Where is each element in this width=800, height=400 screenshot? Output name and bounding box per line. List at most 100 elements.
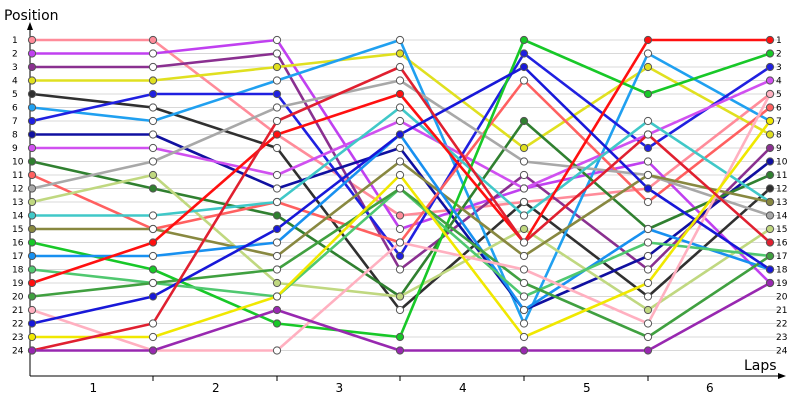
data-point[interactable]	[519, 292, 529, 301]
data-point[interactable]	[643, 89, 653, 99]
data-point[interactable]	[765, 197, 775, 207]
data-point[interactable]	[272, 184, 282, 193]
data-point[interactable]	[272, 76, 282, 85]
data-point[interactable]	[395, 62, 405, 72]
data-point[interactable]	[643, 116, 653, 126]
data-point[interactable]	[148, 76, 158, 85]
data-point[interactable]	[395, 184, 405, 193]
data-point[interactable]	[27, 211, 37, 220]
data-point[interactable]	[643, 157, 653, 166]
data-point[interactable]	[519, 170, 529, 180]
data-point[interactable]	[27, 184, 37, 193]
data-point[interactable]	[765, 35, 775, 45]
data-point[interactable]	[519, 116, 529, 126]
data-point[interactable]	[27, 224, 37, 234]
data-point[interactable]	[148, 211, 158, 220]
data-point[interactable]	[395, 49, 405, 58]
data-point[interactable]	[395, 76, 405, 85]
data-point[interactable]	[27, 35, 37, 45]
data-point[interactable]	[272, 278, 282, 288]
data-point[interactable]	[148, 184, 158, 193]
data-point[interactable]	[519, 49, 529, 58]
data-point[interactable]	[395, 170, 405, 180]
data-point[interactable]	[519, 332, 529, 342]
data-point[interactable]	[27, 238, 37, 247]
data-point[interactable]	[765, 89, 775, 99]
data-point[interactable]	[765, 116, 775, 126]
data-point[interactable]	[519, 305, 529, 315]
data-point[interactable]	[643, 143, 653, 153]
data-point[interactable]	[27, 143, 37, 153]
data-point[interactable]	[643, 62, 653, 72]
data-point[interactable]	[643, 224, 653, 234]
data-point[interactable]	[519, 278, 529, 288]
data-point[interactable]	[395, 103, 405, 112]
data-point[interactable]	[148, 238, 158, 247]
data-point[interactable]	[643, 251, 653, 261]
data-point[interactable]	[148, 157, 158, 166]
data-point[interactable]	[148, 278, 158, 288]
data-point[interactable]	[272, 292, 282, 301]
data-point[interactable]	[272, 346, 282, 355]
data-point[interactable]	[272, 49, 282, 58]
data-point[interactable]	[765, 238, 775, 247]
data-point[interactable]	[643, 184, 653, 193]
data-point[interactable]	[272, 197, 282, 207]
data-point[interactable]	[148, 265, 158, 274]
data-point[interactable]	[643, 278, 653, 288]
data-point[interactable]	[395, 265, 405, 274]
data-point[interactable]	[765, 278, 775, 288]
data-point[interactable]	[27, 157, 37, 166]
data-point[interactable]	[27, 103, 37, 112]
data-point[interactable]	[27, 265, 37, 274]
data-point[interactable]	[272, 62, 282, 72]
data-point[interactable]	[765, 49, 775, 58]
data-point[interactable]	[643, 346, 653, 355]
data-point[interactable]	[519, 35, 529, 45]
data-point[interactable]	[395, 251, 405, 261]
data-point[interactable]	[395, 238, 405, 247]
data-point[interactable]	[519, 346, 529, 355]
data-point[interactable]	[519, 211, 529, 220]
data-point[interactable]	[765, 62, 775, 72]
data-point[interactable]	[765, 224, 775, 234]
data-point[interactable]	[643, 170, 653, 180]
data-point[interactable]	[395, 35, 405, 45]
data-point[interactable]	[643, 305, 653, 315]
data-point[interactable]	[765, 157, 775, 166]
data-point[interactable]	[272, 35, 282, 45]
data-point[interactable]	[395, 89, 405, 99]
data-point[interactable]	[27, 292, 37, 301]
data-point[interactable]	[148, 62, 158, 72]
data-point[interactable]	[519, 238, 529, 247]
data-point[interactable]	[27, 278, 37, 288]
data-point[interactable]	[395, 224, 405, 234]
data-point[interactable]	[272, 116, 282, 126]
data-point[interactable]	[519, 224, 529, 234]
data-point[interactable]	[395, 143, 405, 153]
data-point[interactable]	[148, 143, 158, 153]
data-point[interactable]	[272, 170, 282, 180]
data-point[interactable]	[148, 319, 158, 328]
data-point[interactable]	[27, 49, 37, 58]
data-point[interactable]	[395, 346, 405, 355]
data-point[interactable]	[519, 265, 529, 274]
data-point[interactable]	[643, 238, 653, 247]
data-point[interactable]	[272, 238, 282, 247]
data-point[interactable]	[395, 211, 405, 220]
data-point[interactable]	[519, 184, 529, 193]
data-point[interactable]	[272, 89, 282, 99]
data-point[interactable]	[643, 49, 653, 58]
data-point[interactable]	[519, 76, 529, 85]
data-point[interactable]	[272, 265, 282, 274]
data-point[interactable]	[519, 251, 529, 261]
data-point[interactable]	[148, 89, 158, 99]
data-point[interactable]	[395, 305, 405, 315]
data-point[interactable]	[765, 103, 775, 112]
data-point[interactable]	[643, 130, 653, 139]
data-point[interactable]	[272, 143, 282, 153]
data-point[interactable]	[272, 103, 282, 112]
data-point[interactable]	[765, 265, 775, 274]
data-point[interactable]	[272, 319, 282, 328]
data-point[interactable]	[148, 116, 158, 126]
